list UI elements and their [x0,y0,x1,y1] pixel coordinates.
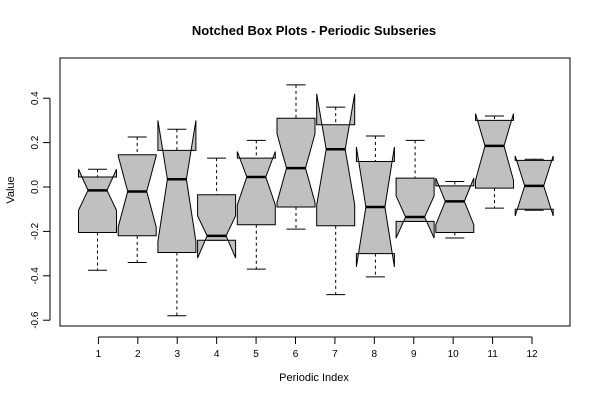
x-tick-label: 11 [487,349,498,360]
box-6 [276,84,316,230]
x-axis: 1 2 3 4 5 6 7 8 9 10 11 12 [96,336,538,360]
box-1 [78,168,117,271]
y-tick-label: -0.4 [30,267,41,285]
x-axis-label: Periodic Index [279,372,349,384]
x-tick-label: 4 [214,349,220,360]
x-tick-label: 1 [96,349,102,360]
box-7 [316,93,356,296]
box-10 [435,177,475,239]
notched-box [435,177,475,233]
notched-box [316,93,356,227]
notched-box [78,168,117,233]
y-axis: 0.4 0.2 0.0 -0.2 -0.4 -0.6 [30,91,51,329]
box-5 [236,139,276,270]
notched-box [276,117,316,208]
plot-frame [59,57,571,327]
y-tick-label: -0.6 [30,311,41,329]
y-tick-label: 0.4 [30,91,41,105]
box-12 [514,155,554,217]
box-2 [117,136,157,263]
box-8 [355,135,395,278]
y-axis-label: Value [5,176,17,203]
box-4 [197,157,237,259]
notched-box [197,194,237,259]
box-9 [395,139,435,239]
y-tick-label: 0.0 [30,180,41,194]
x-tick-label: 5 [253,349,259,360]
x-tick-label: 2 [135,349,141,360]
notched-box [157,120,197,253]
x-tick-label: 12 [526,349,538,360]
y-tick-label: 0.2 [30,135,41,149]
notched-box [117,154,157,237]
box-series [78,84,554,317]
x-tick-label: 7 [332,349,338,360]
notched-box [395,177,435,239]
x-tick-label: 9 [411,349,417,360]
box-3 [157,120,197,317]
x-tick-label: 6 [293,349,299,360]
x-tick-label: 10 [448,349,460,360]
y-tick-label: -0.2 [30,222,41,240]
x-tick-label: 3 [174,349,180,360]
notched-box [475,113,514,189]
x-tick-label: 8 [372,349,378,360]
notched-box [236,151,276,226]
box-11 [475,113,514,209]
chart-title: Notched Box Plots - Periodic Subseries [192,23,436,38]
